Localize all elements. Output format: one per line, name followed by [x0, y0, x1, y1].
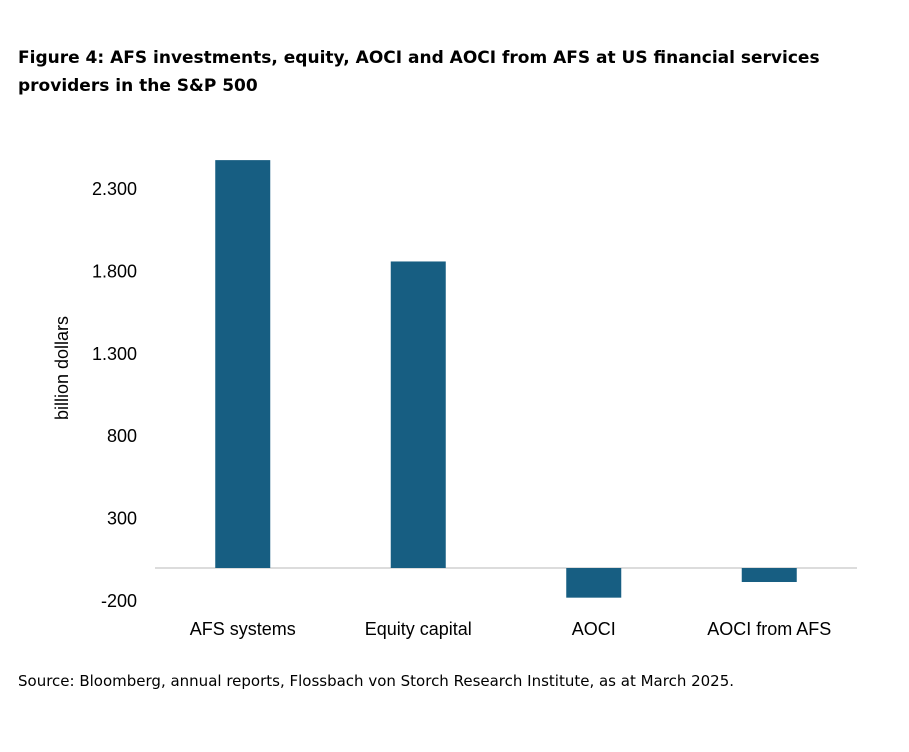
source-note: Source: Bloomberg, annual reports, Floss…: [18, 672, 735, 690]
y-tick-label: -200: [101, 591, 137, 611]
y-tick-label: 1.300: [92, 344, 137, 364]
x-category-label: AOCI from AFS: [707, 619, 831, 639]
x-category-label: AFS systems: [190, 619, 296, 639]
y-tick-label: 800: [107, 426, 137, 446]
bar-aoci: [566, 568, 622, 598]
bar-afs-systems: [215, 160, 271, 568]
bar-equity-capital: [390, 261, 446, 568]
bar-aoci-from-afs: [741, 568, 797, 583]
x-category-label: AOCI: [572, 619, 616, 639]
y-tick-label: 1.800: [92, 261, 137, 281]
y-tick-label: 300: [107, 509, 137, 529]
x-category-label: Equity capital: [365, 619, 472, 639]
chart-title: Figure 4: AFS investments, equity, AOCI …: [18, 48, 820, 96]
x-axis-categories: AFS systems Equity capital AOCI AOCI from A…: [190, 619, 832, 639]
y-axis-ticks: -200 300 800 1.300 1.800 2.300: [92, 179, 137, 611]
y-axis-label: billion dollars: [52, 316, 72, 420]
y-tick-label: 2.300: [92, 179, 137, 199]
bars: [215, 160, 797, 598]
